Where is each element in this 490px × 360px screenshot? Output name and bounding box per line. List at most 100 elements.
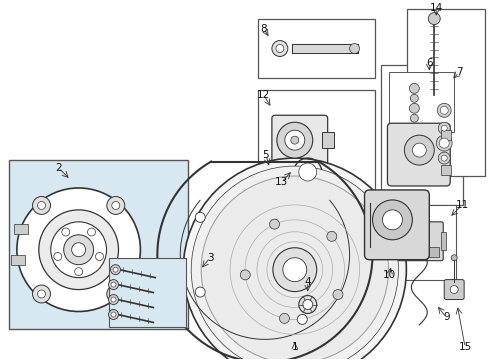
Text: 10: 10 xyxy=(383,270,396,280)
Circle shape xyxy=(303,300,313,310)
Circle shape xyxy=(191,166,398,360)
Text: 13: 13 xyxy=(275,177,289,187)
Circle shape xyxy=(108,294,119,305)
Circle shape xyxy=(450,285,458,293)
Circle shape xyxy=(38,290,46,298)
Text: 8: 8 xyxy=(261,24,267,33)
Circle shape xyxy=(183,158,406,360)
Circle shape xyxy=(439,138,449,148)
Circle shape xyxy=(38,202,46,210)
Circle shape xyxy=(113,267,118,272)
Circle shape xyxy=(349,44,360,54)
Circle shape xyxy=(96,252,103,261)
Bar xyxy=(258,90,375,200)
Text: 15: 15 xyxy=(459,342,472,352)
Bar xyxy=(399,247,439,257)
Text: 14: 14 xyxy=(430,3,443,13)
Text: 3: 3 xyxy=(207,253,214,263)
Circle shape xyxy=(437,103,451,117)
Text: 9: 9 xyxy=(443,312,449,323)
Circle shape xyxy=(285,130,305,150)
Circle shape xyxy=(108,310,119,319)
Circle shape xyxy=(383,210,402,230)
Circle shape xyxy=(410,114,418,122)
FancyBboxPatch shape xyxy=(444,280,464,300)
Circle shape xyxy=(111,297,116,302)
Text: 5: 5 xyxy=(263,150,269,160)
Circle shape xyxy=(297,314,307,324)
Circle shape xyxy=(112,290,120,298)
Circle shape xyxy=(107,197,125,215)
Text: 11: 11 xyxy=(456,200,469,210)
Bar xyxy=(322,132,334,148)
Bar xyxy=(108,258,186,328)
Circle shape xyxy=(62,228,70,236)
Circle shape xyxy=(88,228,96,236)
Bar xyxy=(407,9,485,176)
Circle shape xyxy=(415,243,424,253)
Circle shape xyxy=(64,235,94,265)
Circle shape xyxy=(111,312,116,317)
Circle shape xyxy=(451,255,457,261)
Circle shape xyxy=(404,135,434,165)
Circle shape xyxy=(32,197,50,215)
Circle shape xyxy=(436,135,452,151)
Text: 4: 4 xyxy=(304,276,311,287)
Circle shape xyxy=(333,289,343,300)
Circle shape xyxy=(372,200,413,240)
Circle shape xyxy=(327,231,337,241)
Circle shape xyxy=(299,296,317,314)
Circle shape xyxy=(438,152,450,164)
Circle shape xyxy=(283,258,307,282)
Bar xyxy=(441,165,451,175)
Circle shape xyxy=(272,41,288,57)
FancyBboxPatch shape xyxy=(395,222,443,261)
Circle shape xyxy=(291,136,299,144)
Bar xyxy=(441,232,446,250)
Circle shape xyxy=(112,202,120,210)
Circle shape xyxy=(111,265,121,275)
Circle shape xyxy=(273,248,317,292)
Circle shape xyxy=(17,188,141,311)
Circle shape xyxy=(410,94,418,102)
Text: 2: 2 xyxy=(55,163,62,173)
Circle shape xyxy=(277,122,313,158)
Circle shape xyxy=(107,285,125,303)
Bar xyxy=(441,130,451,140)
Circle shape xyxy=(195,287,205,297)
Text: 7: 7 xyxy=(456,67,463,77)
FancyBboxPatch shape xyxy=(272,115,328,165)
Bar xyxy=(9,160,188,329)
Bar xyxy=(382,205,456,280)
Circle shape xyxy=(54,252,62,261)
Circle shape xyxy=(32,285,50,303)
Circle shape xyxy=(276,45,284,53)
Bar xyxy=(258,19,375,78)
Circle shape xyxy=(409,84,419,93)
Circle shape xyxy=(440,106,448,114)
Circle shape xyxy=(39,210,119,289)
Circle shape xyxy=(195,212,205,222)
Circle shape xyxy=(428,13,440,24)
Circle shape xyxy=(441,155,447,161)
Circle shape xyxy=(270,219,279,229)
Circle shape xyxy=(441,125,447,131)
FancyBboxPatch shape xyxy=(365,190,429,260)
Bar xyxy=(382,66,463,205)
Bar xyxy=(11,256,25,265)
Circle shape xyxy=(240,270,250,280)
Circle shape xyxy=(51,222,106,278)
Bar xyxy=(390,72,454,132)
Circle shape xyxy=(108,280,119,289)
Circle shape xyxy=(279,314,290,323)
Bar xyxy=(14,224,27,234)
Circle shape xyxy=(438,122,450,134)
FancyBboxPatch shape xyxy=(388,123,450,186)
Circle shape xyxy=(72,243,86,257)
Circle shape xyxy=(409,103,419,113)
Circle shape xyxy=(299,163,317,181)
Text: 12: 12 xyxy=(257,90,270,100)
Bar xyxy=(394,232,399,250)
Circle shape xyxy=(413,143,426,157)
Text: 1: 1 xyxy=(292,342,298,352)
